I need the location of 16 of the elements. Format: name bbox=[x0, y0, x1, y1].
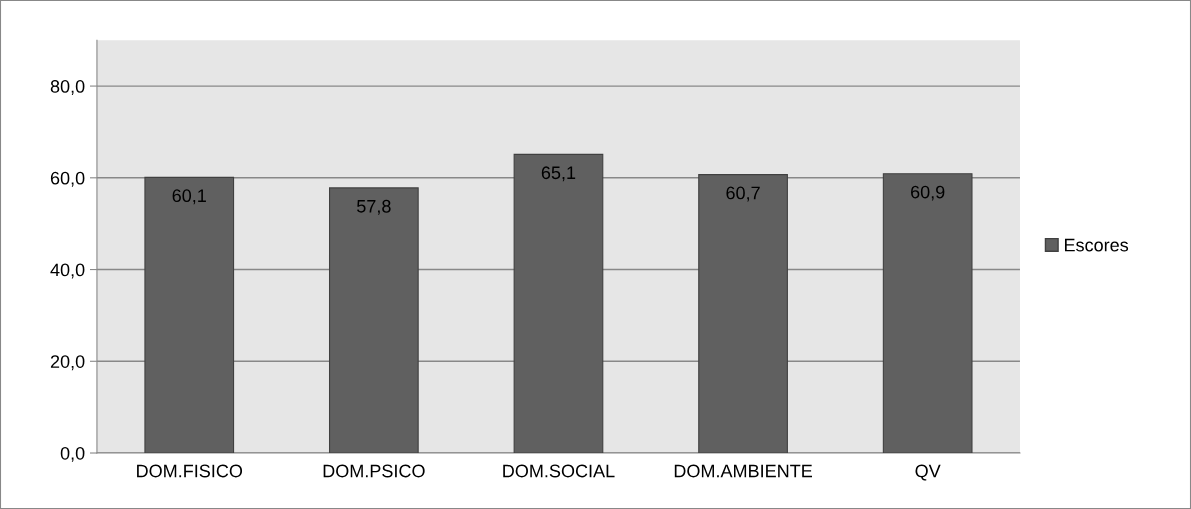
data-label: 60,9 bbox=[911, 185, 945, 201]
y-tick-label: 20,0 bbox=[50, 355, 85, 371]
y-tick-label: 80,0 bbox=[50, 80, 85, 95]
legend-label: Escores bbox=[1064, 238, 1129, 252]
y-tick-label: 0,0 bbox=[60, 446, 85, 462]
y-tick-label: 60,0 bbox=[50, 171, 85, 187]
data-label: 60,7 bbox=[726, 186, 760, 202]
y-tick-label: 40,0 bbox=[50, 263, 85, 279]
data-label: 65,1 bbox=[541, 166, 576, 182]
data-label: 60,1 bbox=[172, 189, 206, 205]
x-tick-label: QV bbox=[915, 464, 941, 481]
data-label: 57,8 bbox=[357, 199, 391, 215]
x-tick-label: DOM.AMBIENTE bbox=[674, 464, 813, 478]
x-tick-label: DOM.FISICO bbox=[137, 464, 243, 478]
x-tick-label: DOM.SOCIAL bbox=[503, 464, 615, 478]
x-tick-label: DOM.PSICO bbox=[323, 464, 425, 478]
